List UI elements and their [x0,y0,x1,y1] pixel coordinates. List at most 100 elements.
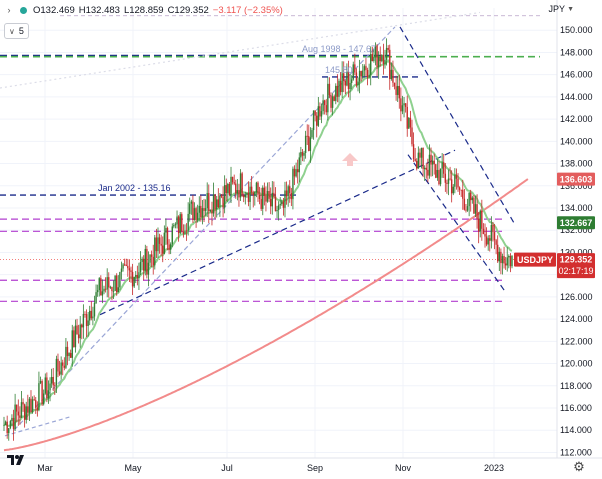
candle-body [304,135,307,153]
candle-body [404,103,407,107]
candle-body [354,64,356,73]
candle-body [11,417,13,422]
candle-body [92,316,94,319]
candle-body [230,176,232,195]
candle-body [74,325,77,348]
candle-body [312,110,315,131]
candle-body [146,248,148,275]
candle-body [160,243,162,246]
last-price-tag: 129.352 [560,255,593,265]
candle-body [100,278,102,296]
candle-body [320,111,323,117]
candle-body [217,199,220,208]
settings-gear-icon[interactable]: ⚙ [573,459,585,474]
candle-body [446,182,448,184]
candle-body [204,208,207,211]
candle-body [428,154,431,176]
candle-body [473,197,475,214]
resistance-trendline [399,26,516,225]
currency-label: JPY [548,4,566,14]
candle-body [422,147,424,169]
candle-body [184,230,186,234]
fib-price-tag: 132.667 [560,218,593,228]
candle-body [441,162,443,169]
candle-body [227,183,229,194]
candle-body [39,380,42,384]
candle-body [139,261,142,273]
candle-body [28,398,31,413]
x-tick-label: Nov [395,463,412,473]
candle-body [233,182,235,184]
candle-body [455,175,458,179]
candle-body [408,117,410,129]
candle-body [69,353,72,358]
candle-body [365,66,367,71]
candle-body [144,248,146,271]
y-tick-label: 134.000 [560,203,593,213]
candle-body [344,80,347,86]
candle-body [85,314,88,327]
candle-body [336,85,339,97]
candle-body [465,209,467,211]
candle-body [466,206,469,211]
chevron-icon[interactable]: › [7,5,11,15]
candle-body [101,291,104,296]
candle-body [328,83,331,96]
candle-body [389,49,391,80]
candle-body [371,54,373,62]
candle-body [195,208,197,221]
candle-body [435,164,437,178]
candle-body [298,157,300,173]
candle-body [243,195,245,198]
candle-body [71,330,73,358]
candle-body [82,314,85,328]
candle-body [223,185,226,208]
candle-body [14,404,16,429]
candle-body [289,186,291,194]
candle-body [279,204,281,206]
candle-body [309,137,312,151]
candle-body [308,136,310,151]
candle-body [331,96,334,108]
y-tick-label: 112.000 [560,447,592,457]
candle-body [57,358,59,372]
candle-body [222,196,224,208]
candle-body [250,186,253,193]
candle-body [489,238,491,241]
ma200-price-tag: 136.603 [560,174,593,184]
candle-body [377,57,380,68]
support-trendline [99,149,456,316]
indicator-counter[interactable]: ∨ 5 [4,23,29,39]
candle-body [462,189,464,199]
candle-body [209,209,212,212]
candle-body [25,406,27,420]
candle-body [419,152,421,158]
candle-body [276,210,278,212]
candle-body [177,216,180,234]
candle-body [355,72,358,86]
candle-body [22,402,24,405]
candle-body [63,365,66,368]
candle-body [274,196,277,212]
level145-label: 145.80 [325,65,353,75]
candle-body [73,330,75,348]
candle-body [409,117,412,128]
candle-body [171,226,173,245]
candle-body [62,362,64,366]
candle-body [271,192,273,207]
candle-body [128,268,131,271]
candle-body [104,288,107,290]
candle-body [252,192,254,196]
candle-body [266,191,269,202]
candle-body [463,198,466,210]
candle-body [498,251,500,262]
tradingview-logo[interactable] [6,453,28,467]
open-value: O132.469 [33,4,75,16]
currency-menu[interactable]: JPY ▼ [549,4,574,14]
candle-body [174,224,177,226]
candle-body [390,69,393,80]
candle-body [116,275,118,293]
candle-body [438,169,440,185]
candle-body [333,96,335,101]
